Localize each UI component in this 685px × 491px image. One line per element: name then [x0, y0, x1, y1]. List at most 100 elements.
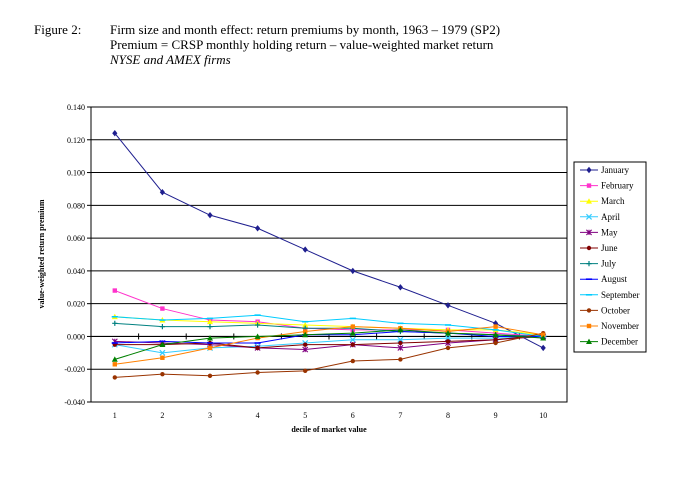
series-line-december [114, 329, 544, 360]
x-tick-label: 3 [208, 411, 212, 420]
legend-marker [586, 198, 592, 204]
series-line-november [114, 326, 544, 365]
legend-item-july: July [580, 259, 617, 269]
data-point-january [112, 130, 118, 137]
y-tick-label: 0.020 [67, 300, 85, 309]
data-point-july [159, 324, 165, 330]
legend-marker [586, 245, 592, 251]
legend-label: October [601, 305, 630, 315]
legend-box [573, 161, 647, 353]
data-point-december [349, 330, 356, 336]
y-tick-label: 0.040 [67, 267, 85, 276]
y-tick-label: 0.060 [67, 234, 85, 243]
legend-item-september: September [580, 290, 640, 300]
data-point-may [302, 346, 309, 353]
data-point-april [397, 336, 404, 343]
data-point-november [493, 324, 498, 329]
figure-titles: Firm size and month effect: return premi… [110, 22, 500, 67]
data-point-january [493, 320, 499, 327]
data-point-march [302, 321, 309, 328]
data-point-june [303, 342, 308, 347]
data-point-december [159, 341, 166, 348]
data-point-february [160, 306, 165, 311]
y-tick-label: -0.040 [64, 398, 85, 407]
legend-marker [586, 323, 592, 329]
series-january [112, 130, 546, 352]
legend-label: January [601, 165, 629, 175]
data-point-november [207, 345, 213, 351]
legend-label: November [601, 321, 639, 331]
legend-marker [586, 308, 592, 313]
data-point-june [398, 340, 403, 346]
x-tick-label: 1 [113, 411, 117, 420]
data-point-october [207, 373, 213, 378]
legend-label: February [601, 181, 634, 191]
legend-label: May [601, 227, 618, 237]
y-tick-label: 0.080 [67, 201, 85, 210]
legend-label: September [601, 290, 640, 300]
data-point-november [160, 355, 165, 360]
legend-label: August [601, 274, 628, 284]
series-september [111, 314, 547, 338]
chart-subtitle: Premium = CRSP monthly holding return – … [110, 37, 494, 52]
data-point-november [112, 362, 117, 367]
series-line-september [114, 314, 544, 337]
legend-label: March [601, 196, 625, 206]
y-axis-title: value-weighted return premium [37, 199, 46, 308]
series-december [111, 326, 547, 362]
data-point-october [350, 358, 355, 364]
data-point-july [207, 324, 213, 330]
x-tick-label: 10 [539, 411, 547, 420]
data-point-january [159, 189, 165, 196]
data-point-october [445, 345, 451, 351]
legend-marker [586, 261, 592, 267]
series-line-october [114, 332, 544, 378]
data-point-april [159, 349, 166, 356]
data-point-january [540, 344, 546, 352]
legend-item-june: June [580, 243, 618, 253]
x-tick-label: 6 [351, 411, 355, 420]
legend-item-april: April [580, 212, 620, 222]
legend-label: April [601, 212, 620, 222]
data-point-june [350, 342, 355, 347]
data-point-july [112, 320, 118, 326]
data-point-december [445, 330, 451, 336]
x-tick-label: 9 [494, 411, 498, 420]
legend-item-january: January [580, 165, 629, 175]
data-point-november [303, 329, 308, 334]
data-point-december [302, 331, 309, 338]
data-point-june [493, 337, 498, 342]
series-line-january [114, 132, 544, 349]
legend-marker [585, 213, 593, 220]
legend-item-december: December [580, 337, 638, 347]
data-point-january [397, 284, 403, 291]
x-tick-label: 8 [446, 411, 450, 420]
series-group [111, 130, 547, 380]
legend-label: December [601, 337, 638, 347]
data-point-october [398, 357, 403, 362]
data-point-december [207, 335, 213, 341]
legend-marker [586, 183, 592, 188]
plot-area [90, 106, 568, 403]
legend-item-february: February [580, 181, 634, 191]
y-axis: 0.140 0.120 0.100 0.080 0.060 0.040 0.020 0.000… [64, 103, 91, 407]
y-tick-label: 0.100 [67, 169, 85, 178]
series-line-april [114, 335, 544, 354]
data-point-february [112, 288, 117, 293]
data-point-january [445, 302, 451, 309]
x-tick-label: 5 [303, 411, 307, 420]
legend-item-november: November [580, 321, 639, 331]
x-axis-title: decile of market value [291, 425, 367, 434]
data-point-april [349, 336, 356, 343]
series-october [112, 330, 546, 380]
data-point-october [303, 368, 308, 374]
figure-label: Figure 2: [34, 22, 82, 37]
legend-item-august: August [580, 274, 628, 284]
y-tick-label: 0.140 [67, 103, 85, 112]
data-point-december [254, 333, 261, 339]
series-line-june [114, 334, 544, 349]
legend-item-october: October [580, 305, 630, 315]
data-point-december [540, 335, 547, 341]
data-point-january [207, 211, 213, 219]
